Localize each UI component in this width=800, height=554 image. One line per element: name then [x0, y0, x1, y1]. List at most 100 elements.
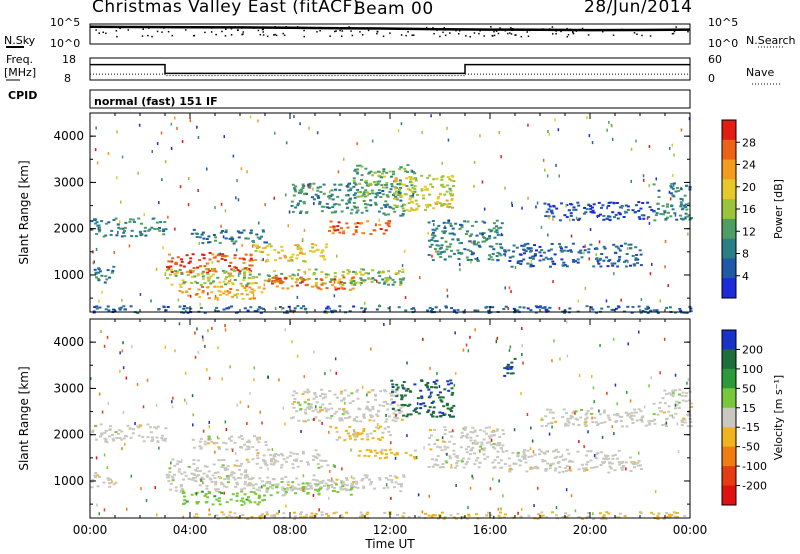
scatter-cell	[561, 470, 565, 473]
scatter-cell	[478, 245, 482, 248]
scatter-cell	[310, 487, 314, 490]
scatter-cell	[365, 433, 369, 436]
scatter-cell	[241, 497, 244, 500]
scatter-cell	[436, 250, 440, 253]
scatter-cell	[280, 463, 284, 466]
scatter-cell	[325, 512, 329, 515]
scatter-cell	[422, 194, 425, 197]
speckle-cell	[375, 223, 377, 227]
scatter-cell	[269, 453, 273, 456]
colorbar-segment	[722, 139, 736, 161]
scatter-cell	[360, 279, 364, 282]
scatter-cell	[218, 241, 222, 244]
scatter-cell	[190, 493, 194, 496]
scatter-cell	[205, 238, 209, 240]
speckle-cell	[273, 196, 275, 200]
scatter-cell	[374, 394, 377, 397]
scatter-cell	[560, 202, 563, 205]
scatter-cell	[671, 395, 675, 398]
scatter-cell	[504, 305, 508, 308]
scatter-cell	[331, 284, 335, 287]
scatter-cell	[352, 194, 356, 197]
scatter-cell	[289, 309, 293, 312]
speckle-cell	[451, 429, 454, 433]
scatter-cell	[434, 201, 438, 204]
scatter-cell	[431, 233, 434, 236]
scatter-cell	[90, 220, 94, 223]
scatter-cell	[362, 430, 366, 433]
scatter-cell	[164, 228, 168, 231]
scatter-cell	[506, 363, 510, 366]
scatter-cell	[659, 213, 663, 215]
speckle-cell	[119, 351, 121, 355]
scatter-cell	[572, 260, 576, 263]
scatter-cell	[363, 279, 367, 282]
scatter-cell	[639, 253, 643, 256]
scatter-cell	[131, 218, 135, 221]
scatter-cell	[108, 485, 112, 488]
scatter-cell	[203, 311, 207, 314]
scatter-cell	[327, 479, 330, 482]
scatter-cell	[586, 450, 590, 453]
scatter-cell	[158, 229, 162, 232]
scatter-cell	[330, 486, 334, 488]
scatter-cell	[337, 221, 341, 224]
scatter-cell	[381, 172, 384, 175]
scatter-cell	[464, 426, 468, 429]
scatter-cell	[229, 498, 233, 501]
scatter-cell	[374, 192, 378, 195]
scatter-cell	[90, 228, 94, 231]
speckle-cell	[566, 320, 568, 324]
scatter-cell	[566, 417, 570, 420]
scatter-cell	[638, 249, 642, 252]
scatter-cell	[689, 217, 693, 220]
freq-panel-frame	[89, 57, 691, 81]
scatter-cell	[300, 489, 304, 491]
speckle-cell	[672, 183, 675, 187]
scatter-cell	[482, 430, 486, 433]
scatter-cell	[201, 242, 205, 245]
scatter-cell	[362, 428, 366, 431]
scatter-cell	[168, 253, 171, 256]
noise-dot	[572, 31, 574, 34]
scatter-cell	[674, 412, 678, 415]
speckle-cell	[185, 401, 188, 405]
scatter-cell	[461, 435, 465, 437]
scatter-cell	[613, 454, 617, 456]
scatter-cell	[250, 477, 254, 480]
scatter-cell	[640, 420, 644, 423]
scatter-cell	[178, 268, 182, 271]
scatter-cell	[281, 488, 285, 491]
scatter-cell	[553, 253, 557, 256]
scatter-cell	[367, 183, 371, 186]
scatter-cell	[454, 455, 458, 458]
scatter-cell	[652, 513, 656, 516]
noise-dot	[493, 30, 495, 33]
scatter-cell	[669, 192, 673, 195]
scatter-cell	[371, 192, 375, 195]
scatter-cell	[406, 388, 410, 390]
scatter-cell	[348, 425, 352, 428]
scatter-cell	[383, 457, 387, 459]
scatter-cell	[245, 285, 249, 288]
scatter-cell	[602, 214, 606, 217]
scatter-cell	[214, 270, 218, 273]
scatter-cell	[166, 277, 169, 280]
scatter-cell	[417, 412, 421, 415]
scatter-cell	[424, 188, 427, 191]
scatter-cell	[362, 413, 366, 416]
scatter-cell	[487, 309, 491, 312]
scatter-cell	[170, 475, 174, 478]
scatter-cell	[164, 437, 167, 440]
speckle-cell	[643, 405, 646, 409]
speckle-cell	[431, 254, 433, 258]
scatter-cell	[358, 182, 362, 185]
scatter-cell	[292, 194, 296, 197]
scatter-cell	[261, 513, 265, 516]
scatter-cell	[593, 416, 597, 419]
scatter-cell	[387, 222, 391, 225]
noise-dot	[675, 26, 677, 28]
scatter-cell	[422, 197, 425, 200]
scatter-cell	[314, 513, 318, 515]
noise-dot	[115, 30, 118, 32]
